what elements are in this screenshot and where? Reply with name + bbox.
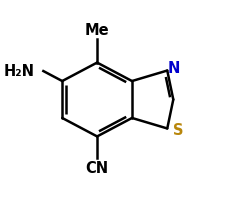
Text: CN: CN bbox=[86, 161, 109, 176]
Text: N: N bbox=[168, 61, 180, 76]
Text: Me: Me bbox=[85, 23, 110, 37]
Text: H₂N: H₂N bbox=[4, 63, 35, 78]
Text: S: S bbox=[173, 122, 183, 137]
